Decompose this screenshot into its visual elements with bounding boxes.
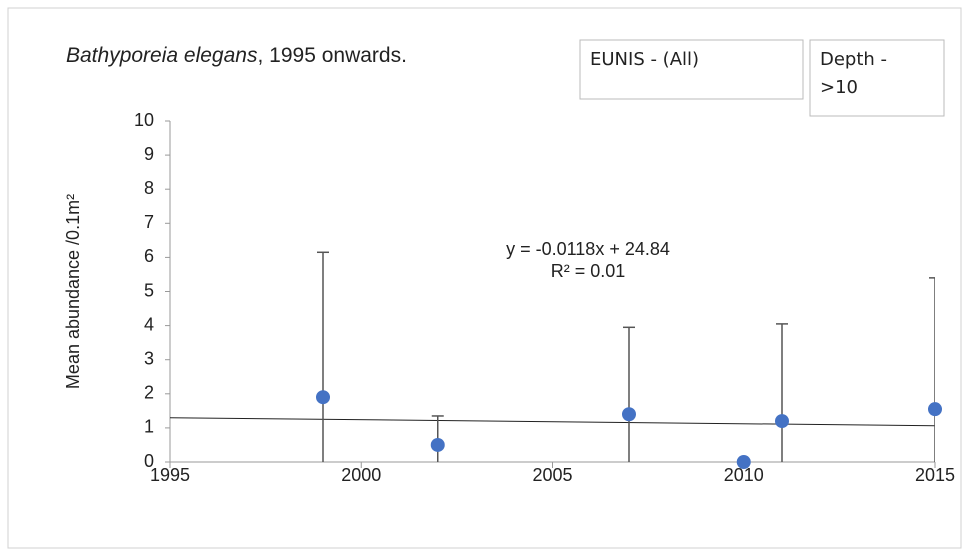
x-tick-label: 1995 [150,465,190,485]
trendline [169,417,936,427]
y-tick-label: 5 [144,280,154,300]
y-tick-label: 10 [134,110,154,130]
y-tick-label: 7 [144,212,154,232]
chart-title: Bathyporeia elegans, 1995 onwards. [66,44,407,67]
y-tick-label: 4 [144,314,154,334]
trend-r2: R² = 0.01 [551,261,626,281]
title-rest: , 1995 onwards. [257,44,406,67]
y-tick-label: 1 [144,417,154,437]
y-axis-label: Mean abundance /0.1m² [63,194,83,389]
trend-equation: y = -0.0118x + 24.84 [506,239,670,259]
y-tick-label: 0 [144,451,154,471]
y-tick-label: 2 [144,383,154,403]
filter-text: Depth - [820,49,887,70]
y-tick-label: 6 [144,246,154,266]
point [928,402,942,417]
point [622,407,636,422]
y-tick-label: 8 [144,178,154,198]
y-tick-label: 3 [144,348,154,368]
point [775,414,789,429]
point [430,437,445,452]
x-tick-label: 2000 [341,465,381,485]
filter-box: EUNIS - (All) [579,39,804,100]
x-tick-label: 2005 [532,465,572,485]
filter-box: Depth - >10 [809,39,945,117]
point [736,455,751,469]
filter-text: >10 [820,77,858,98]
point [316,390,330,405]
filter-text: EUNIS - (All) [590,49,699,70]
title-species: Bathyporeia elegans [66,44,258,67]
x-tick-label: 2015 [915,465,955,485]
x-tick-label: 2010 [724,465,764,485]
filter-frame [809,39,945,117]
filter-frame [579,39,804,100]
y-tick-label: 9 [144,144,154,164]
